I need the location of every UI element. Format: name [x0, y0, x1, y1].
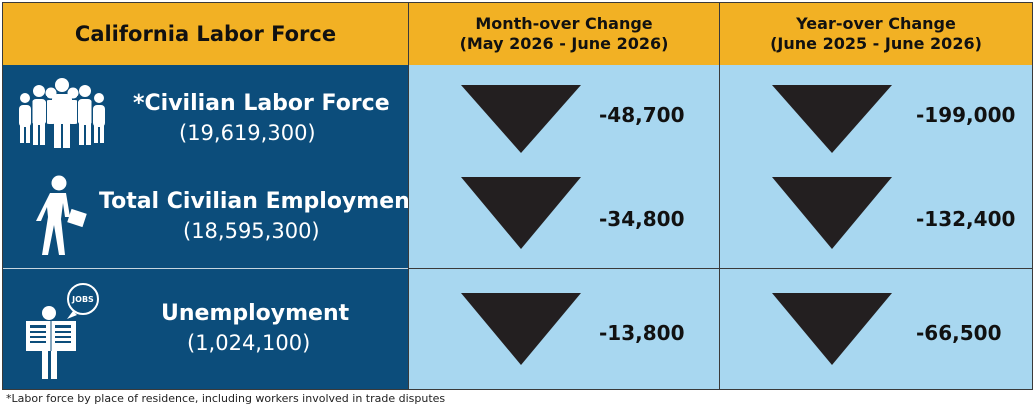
labor-force-table: California Labor Force Month-over Change…	[2, 2, 1033, 390]
down-arrow-icon	[772, 177, 892, 249]
down-arrow-icon	[461, 85, 581, 153]
year-header-period: (June 2025 - June 2026)	[770, 34, 982, 53]
month-header-label: Month-over Change	[475, 14, 653, 33]
year-change-value: -132,400	[916, 207, 1016, 231]
year-change-cell: -199,000	[719, 65, 1032, 169]
row-total-value: (19,619,300)	[179, 121, 316, 145]
row-title: *Civilian Labor Force	[133, 91, 390, 116]
year-header-label: Year-over Change	[796, 14, 956, 33]
footnote: *Labor force by place of residence, incl…	[6, 392, 446, 405]
table-row-civilian-labor-force: *Civilian Labor Force (19,619,300) -48,7…	[3, 65, 1032, 169]
group-of-people-icon	[19, 78, 105, 148]
walking-worker-icon	[36, 175, 87, 255]
row-label-cell: *Civilian Labor Force (19,619,300)	[3, 65, 408, 169]
row-label-cell: Total Civilian Employment (18,595,300)	[3, 163, 420, 269]
row-title: Unemployment	[161, 301, 350, 326]
year-over-change-header: Year-over Change (June 2025 - June 2026)	[719, 3, 1032, 65]
month-header-period: (May 2026 - June 2026)	[459, 34, 669, 53]
table-row-total-civilian-employment: Total Civilian Employment (18,595,300) -…	[3, 163, 1032, 269]
year-change-value: -199,000	[916, 103, 1016, 127]
down-arrow-icon	[772, 85, 892, 153]
year-change-cell: -132,400	[719, 163, 1032, 269]
month-change-value: -48,700	[599, 103, 685, 127]
month-change-cell: -48,700	[408, 65, 719, 169]
row-title: Total Civilian Employment	[99, 189, 421, 214]
jobs-bubble-text: JOBS	[71, 295, 94, 304]
job-seeker-newspaper-icon: JOBS	[26, 283, 99, 379]
month-over-change-header: Month-over Change (May 2026 - June 2026)	[408, 3, 719, 65]
table-title: California Labor Force	[3, 3, 408, 65]
month-change-value: -34,800	[599, 207, 685, 231]
down-arrow-icon	[461, 177, 581, 249]
row-total-value: (18,595,300)	[183, 219, 320, 243]
month-change-cell: -13,800	[408, 269, 719, 389]
table-row-unemployment: JOBS Unemployment (1,024,100) -13,800 -6…	[3, 269, 1032, 389]
down-arrow-icon	[772, 293, 892, 365]
month-change-value: -13,800	[599, 321, 685, 345]
row-label-cell: JOBS Unemployment (1,024,100)	[3, 269, 408, 389]
month-change-cell: -34,800	[408, 163, 719, 269]
year-change-cell: -66,500	[719, 269, 1032, 389]
year-change-value: -66,500	[916, 321, 1002, 345]
down-arrow-icon	[461, 293, 581, 365]
row-total-value: (1,024,100)	[187, 331, 311, 355]
